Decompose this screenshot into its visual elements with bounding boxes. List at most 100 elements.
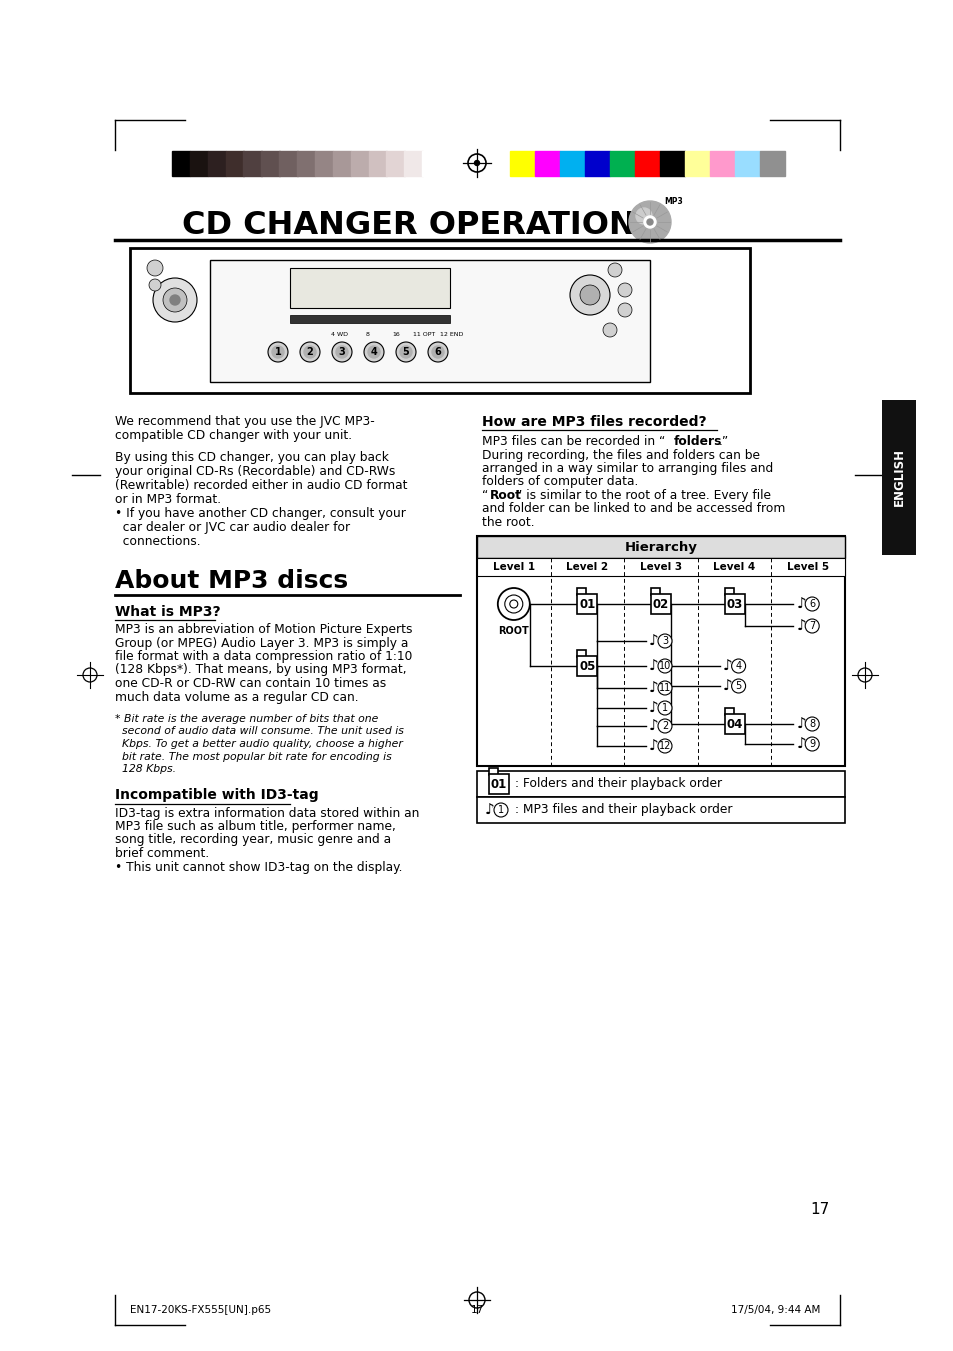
Circle shape	[658, 634, 671, 648]
Bar	[476, 536, 844, 766]
Circle shape	[272, 346, 284, 358]
Text: Kbps. To get a better audio quality, choose a higher: Kbps. To get a better audio quality, cho…	[115, 739, 402, 748]
Text: much data volume as a regular CD can.: much data volume as a regular CD can.	[115, 690, 358, 704]
Text: file format with a data compression ratio of 1:10: file format with a data compression rati…	[115, 650, 412, 663]
Bar	[476, 536, 844, 558]
Bar	[421, 151, 440, 176]
Circle shape	[149, 280, 161, 290]
Text: ENGLISH: ENGLISH	[892, 449, 904, 507]
Text: ♪: ♪	[796, 619, 805, 634]
Circle shape	[804, 738, 819, 751]
Text: 6: 6	[808, 598, 815, 609]
Circle shape	[602, 323, 617, 336]
Text: We recommend that you use the JVC MP3-: We recommend that you use the JVC MP3-	[115, 415, 375, 428]
Text: 5: 5	[402, 347, 409, 357]
Text: 8: 8	[808, 719, 815, 730]
Text: How are MP3 files recorded?: How are MP3 files recorded?	[481, 415, 706, 430]
Text: compatible CD changer with your unit.: compatible CD changer with your unit.	[115, 430, 352, 442]
Circle shape	[658, 659, 671, 673]
Text: one CD-R or CD-RW can contain 10 times as: one CD-R or CD-RW can contain 10 times a…	[115, 677, 386, 690]
Text: 2: 2	[661, 721, 667, 731]
Bar	[577, 588, 586, 594]
Bar	[535, 151, 559, 176]
Text: 02: 02	[652, 598, 668, 612]
Text: 2: 2	[306, 347, 313, 357]
Circle shape	[607, 263, 621, 277]
Text: ♪: ♪	[648, 658, 659, 674]
Bar	[635, 151, 659, 176]
Text: 4 WD: 4 WD	[331, 331, 348, 336]
Circle shape	[618, 282, 631, 297]
Text: ♪: ♪	[722, 678, 732, 693]
Circle shape	[731, 680, 745, 693]
Bar	[734, 151, 760, 176]
Text: Hierarchy: Hierarchy	[624, 540, 697, 554]
Circle shape	[170, 295, 180, 305]
Circle shape	[299, 342, 319, 362]
Text: Root: Root	[490, 489, 521, 503]
Text: 04: 04	[725, 719, 742, 731]
Circle shape	[147, 259, 163, 276]
Text: the root.: the root.	[481, 516, 534, 530]
Text: arranged in a way similar to arranging files and: arranged in a way similar to arranging f…	[481, 462, 773, 476]
Text: 01: 01	[578, 598, 595, 612]
Bar	[290, 267, 450, 308]
Circle shape	[646, 219, 652, 226]
Text: MP3: MP3	[663, 197, 682, 207]
Text: 128 Kbps.: 128 Kbps.	[115, 765, 176, 774]
Text: ♪: ♪	[485, 802, 495, 817]
Circle shape	[335, 346, 348, 358]
Circle shape	[658, 739, 671, 753]
Text: 9: 9	[808, 739, 815, 748]
Text: “: “	[481, 489, 488, 503]
Text: 05: 05	[578, 661, 595, 674]
Bar	[172, 151, 191, 176]
Text: your original CD-Rs (Recordable) and CD-RWs: your original CD-Rs (Recordable) and CD-…	[115, 465, 395, 478]
Text: ♪: ♪	[796, 736, 805, 751]
Text: ♪: ♪	[796, 716, 805, 731]
Circle shape	[332, 342, 352, 362]
Text: Level 4: Level 4	[713, 562, 755, 571]
Text: * Bit rate is the average number of bits that one: * Bit rate is the average number of bits…	[115, 713, 378, 724]
Text: Level 1: Level 1	[492, 562, 535, 571]
Bar	[279, 151, 297, 176]
Text: 10: 10	[659, 661, 670, 671]
Bar	[208, 151, 226, 176]
Bar	[609, 151, 635, 176]
Circle shape	[268, 342, 288, 362]
Text: 11 OPT: 11 OPT	[413, 331, 435, 336]
Text: ROOT: ROOT	[497, 626, 529, 636]
Circle shape	[658, 701, 671, 715]
Text: Group (or MPEG) Audio Layer 3. MP3 is simply a: Group (or MPEG) Audio Layer 3. MP3 is si…	[115, 636, 408, 650]
Text: .”: .”	[719, 435, 728, 449]
Text: connections.: connections.	[115, 535, 200, 549]
Text: Level 2: Level 2	[566, 562, 608, 571]
Text: 1: 1	[274, 347, 281, 357]
Bar	[724, 713, 744, 734]
Text: 12: 12	[659, 740, 671, 751]
Text: MP3 is an abbreviation of Motion Picture Experts: MP3 is an abbreviation of Motion Picture…	[115, 623, 412, 636]
Bar	[659, 151, 684, 176]
Bar	[243, 151, 261, 176]
Text: What is MP3?: What is MP3?	[115, 605, 220, 619]
Circle shape	[432, 346, 443, 358]
Text: 1: 1	[497, 805, 503, 815]
Bar	[724, 594, 744, 613]
Circle shape	[163, 288, 187, 312]
Text: song title, recording year, music genre and a: song title, recording year, music genre …	[115, 834, 391, 847]
Circle shape	[636, 208, 651, 224]
Bar	[724, 588, 733, 594]
Circle shape	[804, 717, 819, 731]
Bar	[333, 151, 351, 176]
Circle shape	[509, 600, 517, 608]
Circle shape	[658, 719, 671, 734]
Circle shape	[152, 278, 196, 322]
Text: ♪: ♪	[648, 701, 659, 716]
Bar	[577, 594, 597, 613]
Text: MP3 files can be recorded in “: MP3 files can be recorded in “	[481, 435, 664, 449]
Circle shape	[804, 619, 819, 634]
Text: • This unit cannot show ID3-tag on the display.: • This unit cannot show ID3-tag on the d…	[115, 861, 402, 874]
Bar	[724, 708, 733, 715]
Text: 03: 03	[726, 598, 742, 612]
Text: (Rewritable) recorded either in audio CD format: (Rewritable) recorded either in audio CD…	[115, 480, 407, 492]
